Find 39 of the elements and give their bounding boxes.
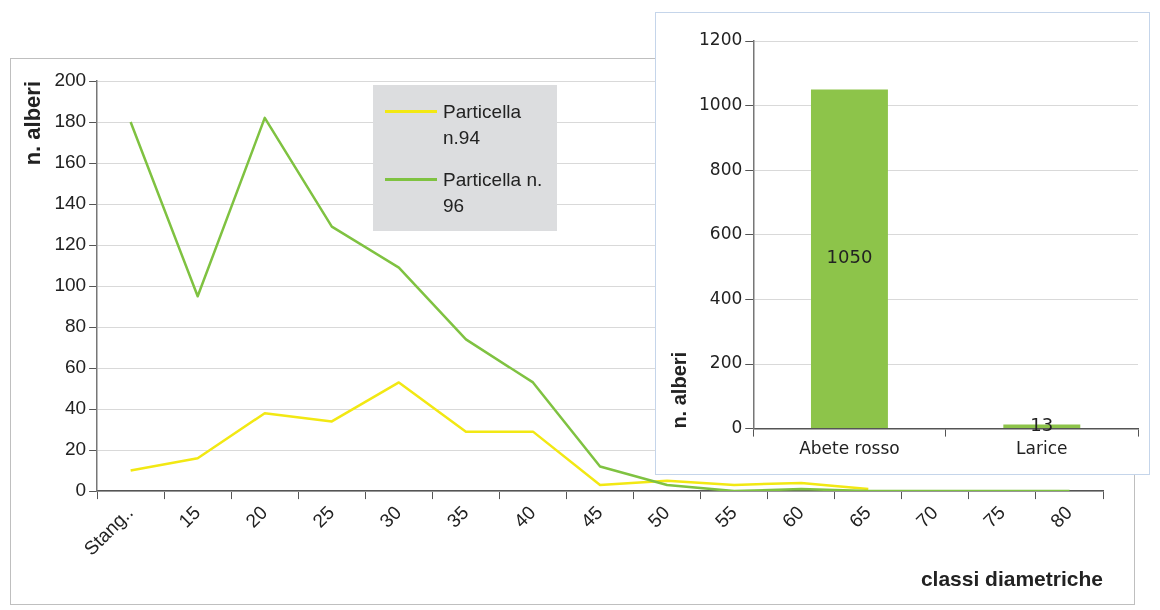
y-axis-title: n. alberi	[667, 351, 690, 429]
x-tick-label: 20	[241, 501, 272, 532]
x-tick-label: 15	[174, 501, 205, 532]
x-axis-title: classi diametriche	[920, 567, 1103, 591]
y-tick-label: 400	[709, 287, 743, 308]
y-tick-label: 200	[54, 69, 87, 91]
x-tick-label: Larice	[1016, 438, 1068, 459]
y-tick-label: 160	[54, 151, 87, 173]
y-tick-label: 600	[709, 223, 743, 244]
y-tick-label: 60	[64, 356, 87, 378]
legend-label: Particella n.94	[443, 100, 523, 150]
y-tick-label: 0	[75, 479, 87, 501]
x-tick-label: 50	[643, 501, 674, 532]
x-tick-label: 70	[912, 501, 942, 532]
y-tick-label: 140	[54, 192, 87, 214]
y-tick-label: 200	[709, 352, 743, 373]
y-tick-label: 180	[54, 110, 87, 132]
x-tick-label: 55	[710, 501, 741, 532]
y-tick-label: 120	[54, 233, 87, 255]
x-tick-label: 40	[509, 501, 540, 532]
x-tick-label: 80	[1046, 501, 1076, 532]
y-tick-label: 40	[64, 397, 87, 419]
legend-label: Particella n. 96	[443, 168, 543, 218]
y-tick-label: 80	[64, 315, 87, 337]
y-tick-label: 1200	[699, 29, 743, 50]
data-label: 1050	[826, 246, 873, 268]
y-tick-label: 1000	[699, 94, 743, 115]
y-axis-title: n. alberi	[20, 81, 46, 166]
y-tick-label: 0	[731, 417, 743, 438]
x-tick-label: Abete rosso	[799, 438, 900, 459]
x-tick-label: 65	[845, 501, 875, 532]
x-tick-label: 45	[576, 501, 607, 532]
x-tick-label: 30	[375, 501, 406, 532]
x-tick-label: 35	[442, 501, 473, 532]
y-tick-label: 800	[709, 158, 743, 179]
x-tick-label: 75	[979, 501, 1009, 532]
x-tick-label: 60	[777, 501, 808, 532]
x-tick-label: 25	[308, 501, 339, 532]
y-tick-label: 100	[54, 274, 87, 296]
